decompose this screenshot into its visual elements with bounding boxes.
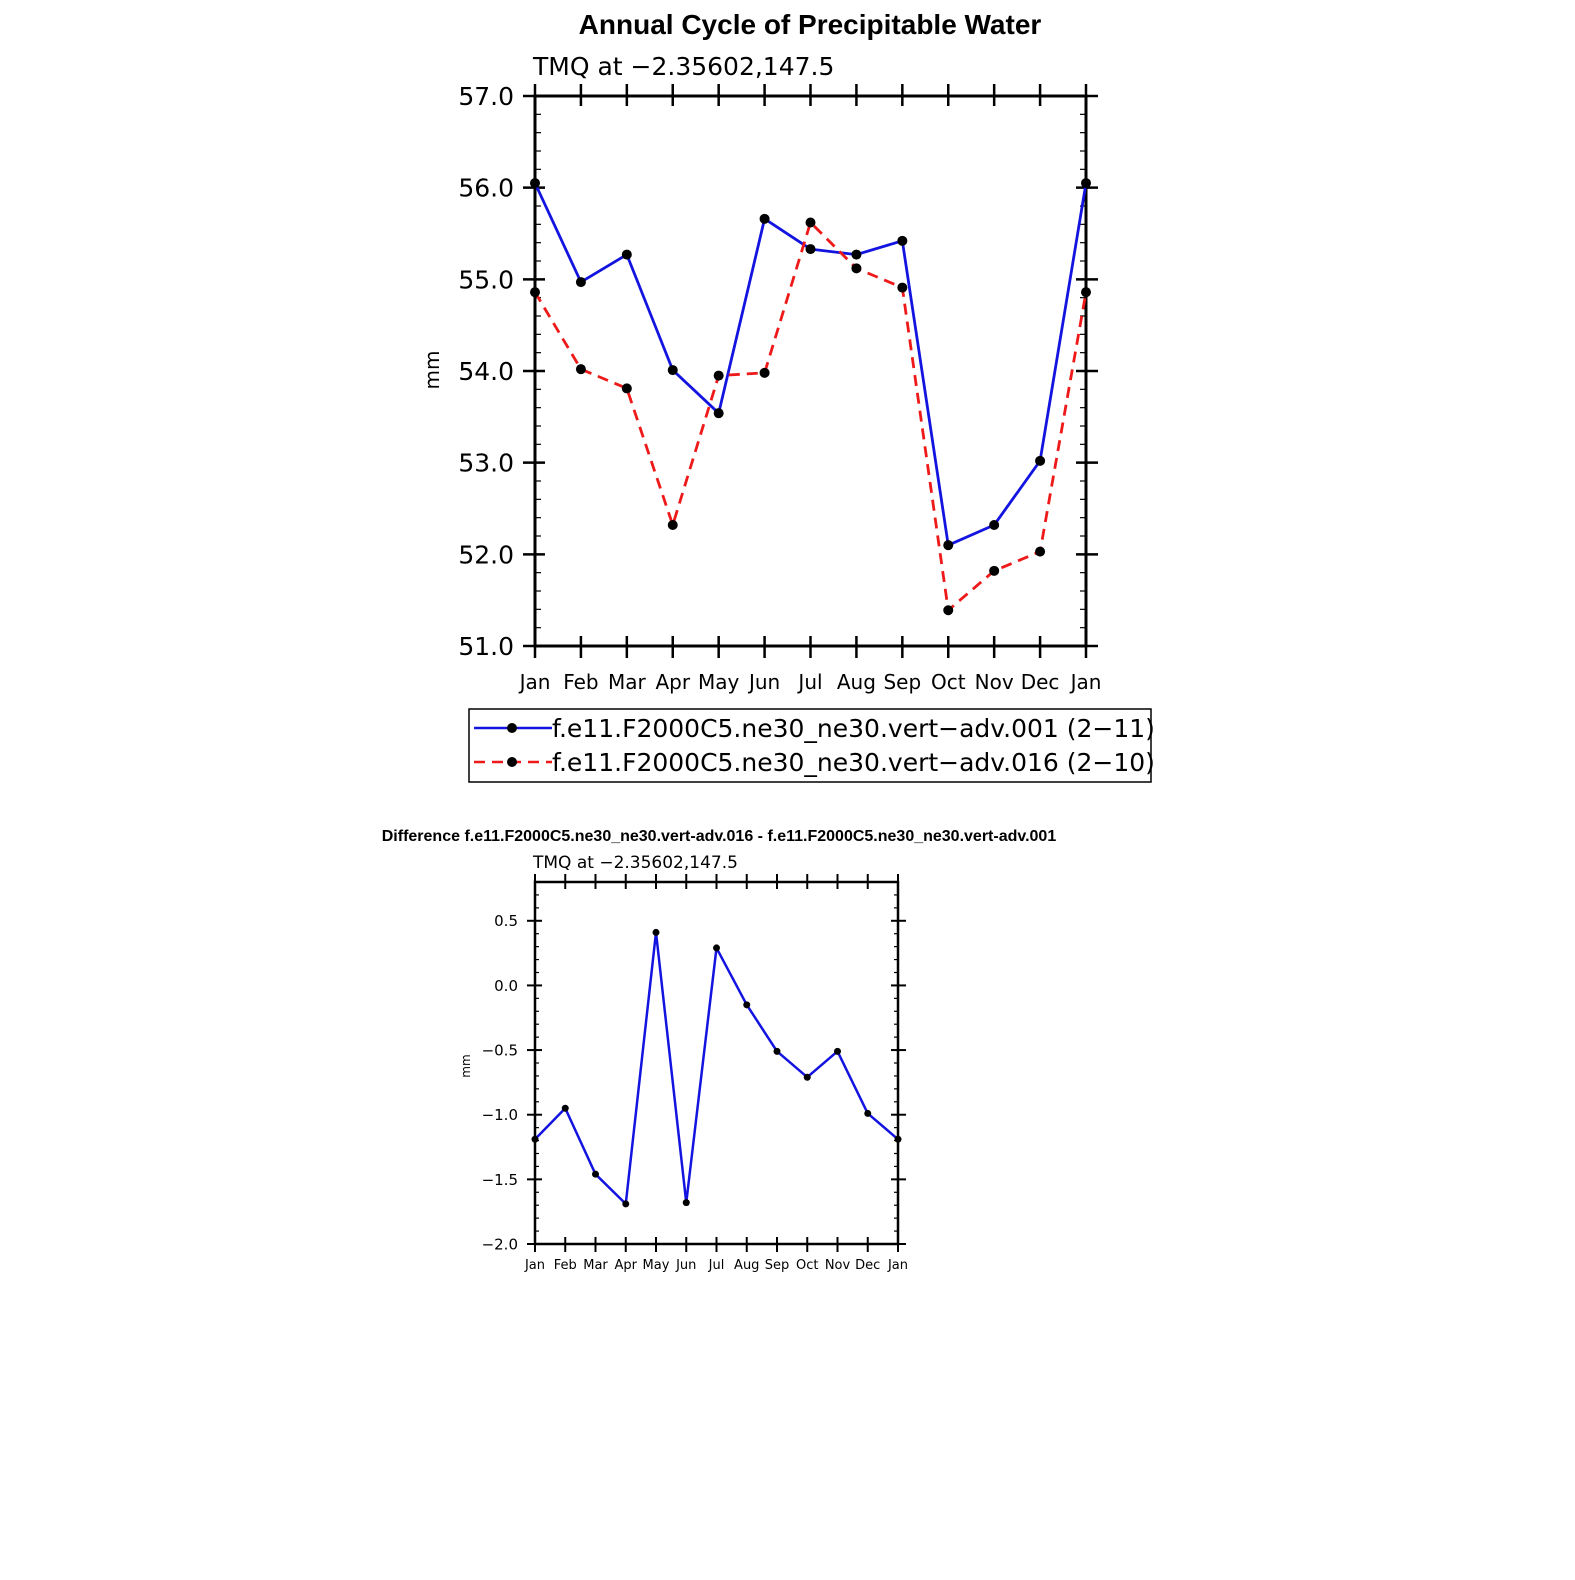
x-tick-label: Mar	[583, 1258, 608, 1273]
data-point-series1	[773, 1047, 781, 1055]
plot-frame	[533, 94, 1088, 648]
x-tick-label: Jan	[887, 1258, 908, 1273]
data-point-series1	[713, 944, 720, 952]
x-tick-label: Nov	[975, 670, 1014, 694]
series-line-1	[534, 931, 899, 1206]
x-tick-label: Apr	[615, 1258, 638, 1273]
x-tick-label: Jan	[1069, 670, 1102, 694]
data-point-series1	[530, 178, 540, 189]
data-point-series2	[621, 383, 632, 394]
x-tick-label: Oct	[796, 1258, 818, 1273]
data-point-series1	[805, 244, 816, 255]
x-tick-label: Jan	[524, 1258, 545, 1273]
main-ylabel: mm	[420, 351, 444, 390]
y-tick-label: 0.5	[494, 912, 518, 930]
data-point-series2	[1081, 287, 1091, 298]
data-point-series2	[805, 217, 816, 228]
diff-ylabel: mm	[459, 1054, 473, 1077]
legend-label-series2: f.e11.F2000C5.ne30_ne30.vert−adv.016 (2−…	[552, 748, 1155, 777]
data-point-series2	[530, 287, 540, 298]
main-subtitle: TMQ at −2.35602,147.5	[532, 52, 834, 81]
y-tick-label: −1.5	[482, 1171, 518, 1189]
x-tick-label: Mar	[608, 670, 647, 694]
data-point-series1	[897, 235, 908, 246]
data-point-series1	[713, 408, 724, 419]
y-tick-label: 0.0	[494, 977, 518, 995]
data-point-series1	[803, 1073, 811, 1081]
x-tick-label: Dec	[855, 1258, 880, 1273]
main-title: Annual Cycle of Precipitable Water	[579, 9, 1042, 40]
data-point-series2	[575, 364, 586, 375]
data-point-series1	[667, 365, 678, 376]
diff-subtitle: TMQ at −2.35602,147.5	[532, 853, 738, 873]
data-point-series1	[1081, 178, 1091, 189]
y-tick-label: −1.0	[482, 1106, 518, 1124]
data-point-series2	[667, 520, 678, 530]
data-point-series1	[864, 1109, 872, 1117]
legend-label-series1: f.e11.F2000C5.ne30_ne30.vert−adv.001 (2−…	[552, 714, 1155, 743]
x-tick-label: Sep	[765, 1258, 790, 1273]
data-point-series1	[743, 1001, 751, 1009]
data-point-series1	[682, 1199, 690, 1207]
data-point-series1	[943, 540, 954, 551]
data-point-series2	[897, 282, 908, 293]
data-point-series2	[759, 367, 770, 378]
x-tick-label: Feb	[563, 670, 598, 694]
data-point-series1	[622, 1200, 630, 1208]
x-tick-label: Dec	[1021, 670, 1060, 694]
x-tick-label: May	[698, 670, 740, 694]
x-tick-label: Jun	[675, 1258, 696, 1273]
y-tick-label: −2.0	[482, 1235, 518, 1253]
data-point-series1	[989, 520, 1000, 530]
data-point-series1	[621, 249, 632, 260]
y-tick-label: 51.0	[458, 632, 514, 661]
y-tick-label: 53.0	[458, 449, 514, 478]
legend: f.e11.F2000C5.ne30_ne30.vert−adv.001 (2−…	[468, 708, 1155, 783]
x-tick-label: Feb	[554, 1258, 577, 1273]
data-point-series2	[989, 565, 1000, 576]
x-tick-label: May	[643, 1258, 670, 1273]
x-tick-label: Aug	[837, 670, 876, 694]
data-point-series2	[1035, 546, 1046, 557]
legend-marker-series2	[507, 757, 517, 767]
y-tick-label: 57.0	[458, 82, 514, 111]
data-point-series1	[531, 1135, 539, 1143]
series-line-2	[533, 221, 1088, 612]
data-point-series1	[894, 1135, 902, 1143]
diff-title: Difference f.e11.F2000C5.ne30_ne30.vert-…	[382, 828, 1057, 845]
x-tick-label: Jun	[747, 670, 780, 694]
data-point-series2	[943, 605, 954, 616]
data-point-series2	[851, 263, 862, 274]
x-tick-label: Aug	[734, 1258, 759, 1273]
y-tick-label: 54.0	[458, 357, 514, 386]
y-tick-label: −0.5	[482, 1041, 518, 1059]
data-point-series1	[1035, 455, 1046, 466]
legend-marker-series1	[507, 723, 517, 733]
data-point-series1	[652, 928, 660, 936]
data-point-series1	[834, 1047, 841, 1055]
data-point-series1	[759, 213, 770, 224]
difference-chart: Jan Feb Mar Apr May Jun Jul Aug Sep Oct Nov Dec Jan−…	[482, 874, 908, 1273]
legend-box	[468, 708, 1152, 783]
data-point-series1	[575, 277, 586, 288]
x-tick-label: Jul	[796, 670, 822, 694]
x-tick-label: Apr	[655, 670, 690, 694]
x-tick-label: Oct	[931, 670, 966, 694]
main-chart: Jan Feb Mar Apr May Jun Jul Aug Sep Oct Nov Dec Jan5…	[458, 82, 1101, 694]
data-point-series1	[592, 1170, 599, 1178]
data-point-series1	[561, 1104, 569, 1112]
series-line-1	[533, 182, 1088, 547]
x-tick-label: Sep	[883, 670, 921, 694]
x-tick-label: Nov	[825, 1258, 851, 1273]
x-tick-label: Jan	[518, 670, 551, 694]
x-tick-label: Jul	[708, 1258, 725, 1273]
y-tick-label: 55.0	[458, 265, 514, 294]
data-point-series2	[713, 370, 724, 381]
y-tick-label: 52.0	[458, 540, 514, 569]
data-point-series1	[851, 249, 862, 260]
y-tick-label: 56.0	[458, 174, 514, 203]
